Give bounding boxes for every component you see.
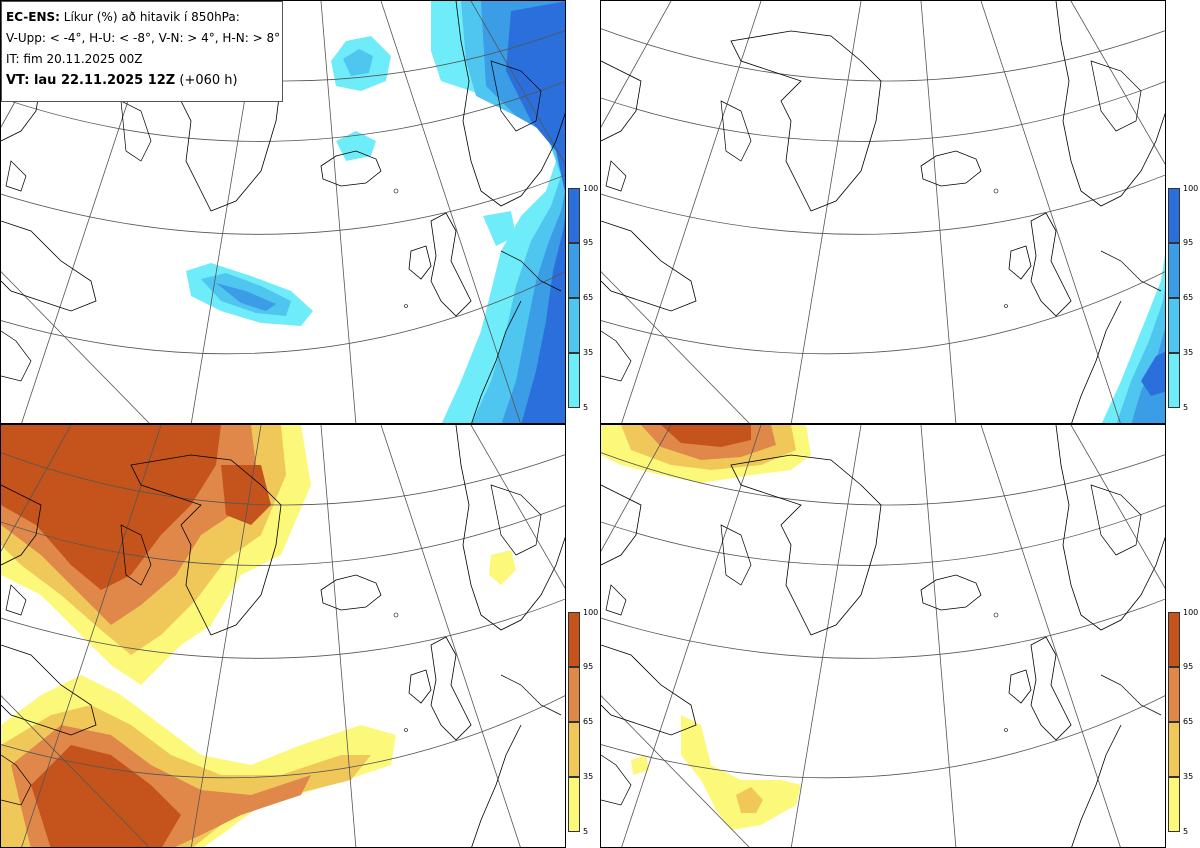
legend-model: EC-ENS: bbox=[6, 10, 60, 24]
colorbar-tick: 65 bbox=[1183, 717, 1194, 726]
colorbar-tick: 5 bbox=[583, 827, 589, 836]
colorbar-segment bbox=[1168, 667, 1180, 722]
map-top-left bbox=[1, 1, 565, 423]
colorbar-tick: 65 bbox=[1183, 293, 1194, 302]
map-bottom-right bbox=[601, 425, 1165, 847]
colorbar-tick: 5 bbox=[583, 403, 589, 412]
colorbar-segment bbox=[1168, 777, 1180, 832]
map-panel-bottom-left bbox=[0, 424, 566, 848]
colorbar-tick: 65 bbox=[583, 717, 594, 726]
colorbar-tick: 35 bbox=[583, 348, 594, 357]
colorbar-tick: 65 bbox=[583, 293, 594, 302]
colorbar-segment bbox=[568, 188, 580, 243]
legend-title: Líkur (%) að hitavik í 850hPa: bbox=[63, 10, 240, 24]
colorbar-segment bbox=[568, 243, 580, 298]
colorbar-tick: 100 bbox=[583, 184, 599, 193]
colorbar-tick: 100 bbox=[1183, 184, 1199, 193]
colorbar-segment bbox=[1168, 243, 1180, 298]
legend-thresholds: V-Upp: < -4°, H-U: < -8°, V-N: > 4°, H-N… bbox=[6, 31, 281, 45]
colorbar-tick: 35 bbox=[1183, 772, 1194, 781]
colorbar-tick: 95 bbox=[583, 238, 594, 247]
colorbar-tick: 95 bbox=[1183, 238, 1194, 247]
colorbar-segment bbox=[568, 722, 580, 777]
colorbar-segment bbox=[1168, 188, 1180, 243]
map-top-right bbox=[601, 1, 1165, 423]
colorbar-tick: 35 bbox=[1183, 348, 1194, 357]
map-panel-top-left: EC-ENS: Líkur (%) að hitavik í 850hPa: V… bbox=[0, 0, 566, 424]
colorbar-tick: 95 bbox=[583, 662, 594, 671]
colorbar-segment bbox=[568, 777, 580, 832]
colorbar-tick: 5 bbox=[1183, 827, 1189, 836]
map-panel-top-right bbox=[600, 0, 1166, 424]
colorbar-tick: 35 bbox=[583, 772, 594, 781]
colorbar-segment bbox=[1168, 353, 1180, 408]
colorbar-segment bbox=[568, 298, 580, 353]
map-legend-box: EC-ENS: Líkur (%) að hitavik í 850hPa: V… bbox=[1, 1, 283, 102]
colorbar-segment bbox=[568, 667, 580, 722]
colorbar-tick: 100 bbox=[1183, 608, 1199, 617]
colorbar-segment bbox=[1168, 612, 1180, 667]
colorbar-segment bbox=[1168, 298, 1180, 353]
colorbar-tick: 100 bbox=[583, 608, 599, 617]
colorbar-segment bbox=[1168, 722, 1180, 777]
legend-lead-time: (+060 h) bbox=[179, 73, 238, 88]
map-bottom-left bbox=[1, 425, 565, 847]
colorbar-segment bbox=[568, 612, 580, 667]
colorbar-tick: 95 bbox=[1183, 662, 1194, 671]
legend-valid-time: VT: lau 22.11.2025 12Z bbox=[6, 73, 176, 88]
map-panel-bottom-right bbox=[600, 424, 1166, 848]
colorbar-tick: 5 bbox=[1183, 403, 1189, 412]
legend-initial-time: IT: fim 20.11.2025 00Z bbox=[6, 52, 143, 66]
colorbar-segment bbox=[568, 353, 580, 408]
